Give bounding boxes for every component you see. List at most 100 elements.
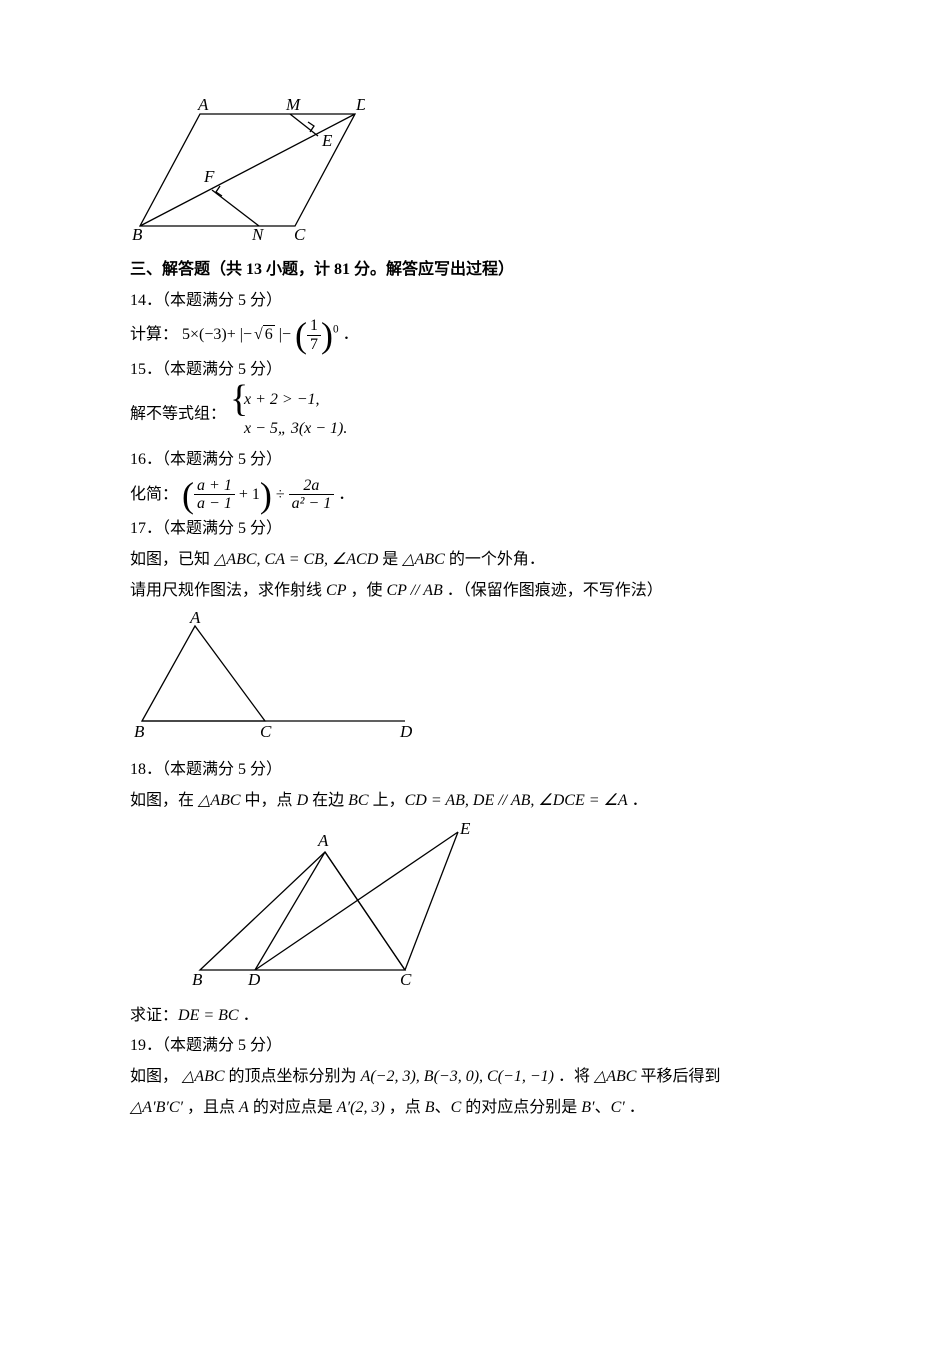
figure-13-label-F: F xyxy=(203,167,215,186)
figure-13-label-B: B xyxy=(132,225,143,241)
p15-row1: x + 2 > −1, xyxy=(244,386,347,415)
p18-post: ． xyxy=(628,792,648,809)
p19-t2-mid3: ，点 xyxy=(385,1099,425,1116)
figure-17-label-B: B xyxy=(134,722,145,741)
problem-19-text2: △A′B′C′ ，且点 A 的对应点是 A′(2, 3) ，点 B、C 的对应点… xyxy=(130,1094,820,1123)
problem-19-text1: 如图， △ABC 的顶点坐标分别为 A(−2, 3), B(−3, 0), C(… xyxy=(130,1063,820,1092)
p16-f1n: a + 1 xyxy=(194,477,235,496)
p14-num: 1 xyxy=(307,317,321,336)
figure-13-svg: A M D E F B N C xyxy=(130,96,365,241)
p17-t1-pre: 如图，已知 xyxy=(130,551,214,568)
figure-18-label-E: E xyxy=(459,822,471,838)
problem-19-heading: 19．（本题满分 5 分） xyxy=(130,1032,820,1061)
p19-t1-pre: 如图， xyxy=(130,1068,182,1085)
p19-t2-mid5: 的对应点分别是 xyxy=(461,1099,581,1116)
problem-18-text: 如图，在 △ABC 中，点 D 在边 BC 上，CD = AB, DE // A… xyxy=(130,787,820,816)
exam-page: A M D E F B N C 三、解答题（共 13 小题，计 81 分。解答应… xyxy=(0,0,950,1345)
p18-BC: BC xyxy=(348,792,368,809)
p19-t1-mid2: ．将 xyxy=(554,1068,594,1085)
figure-17-label-A: A xyxy=(189,611,201,627)
p17-t1-post: 的一个外角． xyxy=(445,551,545,568)
problem-18-heading: 18．（本题满分 5 分） xyxy=(130,756,820,785)
p19-coords: A(−2, 3), B(−3, 0), C(−1, −1) xyxy=(361,1068,554,1085)
p16-tail: ． xyxy=(338,486,354,503)
p19-t2-tail: ． xyxy=(625,1099,645,1116)
p19-t2-mid4: 、 xyxy=(435,1099,451,1116)
problem-15-body: 解不等式组： x + 2 > −1, x − 5„ 3(x − 1). xyxy=(130,386,820,444)
p19-t2-mid: ，且点 xyxy=(183,1099,239,1116)
p19-A: A xyxy=(239,1099,249,1116)
problem-16-body: 化简： (a + 1a − 1 + 1) ÷ 2aa² − 1 ． xyxy=(130,477,820,513)
problem-18-prove: 求证：DE = BC ． xyxy=(130,1002,820,1031)
p17-para: CP // AB xyxy=(386,582,442,599)
figure-13: A M D E F B N C xyxy=(130,96,820,252)
figure-13-label-C: C xyxy=(294,225,306,241)
p16-div: ÷ xyxy=(276,486,289,503)
p19-tri-b: △ABC xyxy=(594,1068,637,1085)
p18-mid3: 上， xyxy=(369,792,405,809)
p19-t1-mid: 的顶点坐标分别为 xyxy=(225,1068,361,1085)
p19-t2-tri: △A′B′C′ xyxy=(130,1099,183,1116)
p16-f1d: a − 1 xyxy=(194,495,235,513)
p14-sqrt: 6 xyxy=(263,325,275,343)
section-3-header: 三、解答题（共 13 小题，计 81 分。解答应写出过程） xyxy=(130,256,820,285)
figure-13-label-A: A xyxy=(197,96,209,114)
p18-D: D xyxy=(297,792,309,809)
p14-den: 7 xyxy=(307,336,321,354)
problem-17-heading: 17．（本题满分 5 分） xyxy=(130,515,820,544)
figure-17-label-D: D xyxy=(399,722,413,741)
p18-prove: DE = BC xyxy=(178,1007,239,1024)
figure-18-svg: A E B D C xyxy=(190,822,490,987)
p14-pow: 0 xyxy=(333,324,339,336)
p16-lead: 化简： xyxy=(130,486,178,503)
figure-18-label-B: B xyxy=(192,970,203,987)
p19-t1-post: 平移后得到 xyxy=(636,1068,720,1085)
p14-abs-l: |− xyxy=(240,326,252,343)
figure-17-svg: A B C D xyxy=(130,611,420,741)
problem-17-text2: 请用尺规作图法，求作射线 CP ，使 CP // AB ．（保留作图痕迹，不写作… xyxy=(130,577,820,606)
p18-pre: 如图，在 xyxy=(130,792,198,809)
p17-tri2: △ABC xyxy=(402,551,445,568)
p14-lead: 计算： xyxy=(130,326,178,343)
p17-tri: △ABC, CA = CB, ∠ACD xyxy=(214,551,378,568)
figure-17-label-C: C xyxy=(260,722,272,741)
p19-Ap: A′(2, 3) xyxy=(337,1099,385,1116)
p18-prove-lead: 求证： xyxy=(130,1007,178,1024)
p16-f2n: 2a xyxy=(289,477,335,496)
p17-t2-post: ．（保留作图痕迹，不写作法） xyxy=(443,582,663,599)
p15-lead: 解不等式组： xyxy=(130,406,226,423)
p18-cond: CD = AB, DE // AB, ∠DCE = ∠A xyxy=(405,792,628,809)
figure-18-label-C: C xyxy=(400,970,412,987)
p18-mid: 中，点 xyxy=(241,792,297,809)
figure-18-label-D: D xyxy=(247,970,261,987)
figure-18: A E B D C xyxy=(190,822,820,998)
p15-row2: x − 5„ 3(x − 1). xyxy=(244,415,347,444)
p18-tri: △ABC xyxy=(198,792,241,809)
figure-13-label-M: M xyxy=(285,96,301,114)
p19-C: C xyxy=(451,1099,462,1116)
p19-B: B xyxy=(425,1099,435,1116)
p19-Cp: C′ xyxy=(611,1099,625,1116)
problem-16-heading: 16．（本题满分 5 分） xyxy=(130,446,820,475)
p17-t2-mid: ，使 xyxy=(346,582,386,599)
p14-plain: 5×(−3)+ xyxy=(182,326,236,343)
p14-abs-r: |− xyxy=(279,326,291,343)
p19-tri: △ABC xyxy=(182,1068,225,1085)
p17-t2-pre: 请用尺规作图法，求作射线 xyxy=(130,582,326,599)
p18-prove-tail: ． xyxy=(239,1007,259,1024)
p14-tail: ． xyxy=(343,326,359,343)
p17-cp: CP xyxy=(326,582,346,599)
figure-13-label-E: E xyxy=(321,131,333,150)
figure-18-label-A: A xyxy=(317,831,329,850)
p16-f2d: a² − 1 xyxy=(289,495,335,513)
p19-Bp: B′ xyxy=(581,1099,594,1116)
problem-14-heading: 14．（本题满分 5 分） xyxy=(130,287,820,316)
p16-plus1: + 1 xyxy=(235,486,260,503)
p17-t1-mid: 是 xyxy=(378,551,402,568)
problem-17-text1: 如图，已知 △ABC, CA = CB, ∠ACD 是 △ABC 的一个外角． xyxy=(130,546,820,575)
problem-14-body: 计算： 5×(−3)+ |−6 |− (17)0 ． xyxy=(130,317,820,353)
figure-13-label-D: D xyxy=(355,96,365,114)
figure-17: A B C D xyxy=(130,611,820,752)
p19-t2-mid6: 、 xyxy=(595,1099,611,1116)
p18-mid2: 在边 xyxy=(308,792,348,809)
